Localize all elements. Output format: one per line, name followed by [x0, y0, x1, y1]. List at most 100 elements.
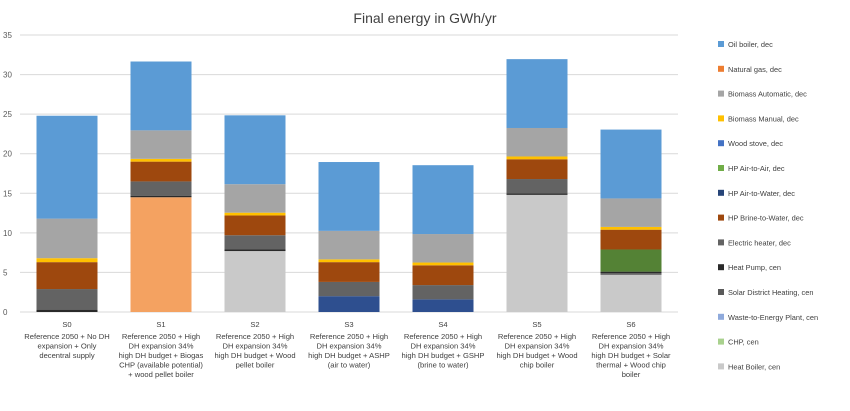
legend-label: Biomass Manual, dec	[728, 114, 799, 123]
category-label-line: Reference 2050 + High	[592, 332, 670, 341]
category-code: S1	[156, 320, 165, 329]
bar-segment	[600, 274, 662, 312]
category-label-line: DH expansion 34%	[222, 342, 287, 351]
bar-segment	[318, 296, 380, 312]
legend-item: Solar District Heating, cen	[718, 288, 813, 297]
bar-segment	[600, 249, 662, 272]
bar-segment	[130, 158, 192, 162]
category-label-line: high DH budget + ASHP	[308, 351, 390, 360]
legend-label: Heat Pump, cen	[728, 263, 781, 272]
bar-segment	[506, 193, 568, 195]
category-label-line: Reference 2050 + High	[404, 332, 482, 341]
bar-stack-s5	[506, 59, 568, 312]
bar-segment	[600, 129, 662, 199]
bar-stack-s1	[130, 61, 192, 312]
legend-item: HP Air-to-Air, dec	[718, 164, 785, 173]
bar-segment	[224, 212, 286, 216]
category-code: S2	[250, 320, 259, 329]
bar-segment	[36, 115, 98, 219]
legend-label: HP Brine-to-Water, dec	[728, 214, 804, 223]
y-tick-label: 0	[3, 308, 8, 317]
bar-segment	[506, 179, 568, 194]
y-tick-label: 15	[3, 189, 12, 198]
bar-segment	[506, 194, 568, 312]
bar-segment	[412, 165, 474, 235]
category-label-line: expansion + Only	[38, 342, 97, 351]
bar-segment	[412, 299, 474, 312]
category-label-line: Reference 2050 + High	[216, 332, 294, 341]
legend-swatch	[718, 338, 724, 345]
legend-label: HP Air-to-Air, dec	[728, 164, 785, 173]
legend-swatch	[718, 41, 724, 47]
bar-segment	[506, 156, 568, 160]
bar-segment	[36, 309, 98, 312]
bar-segment	[130, 130, 192, 159]
legend-label: Oil boiler, dec	[728, 40, 773, 49]
legend-item: CHP, cen	[718, 338, 759, 347]
legend-item: Waste-to-Energy Plant, cen	[718, 313, 818, 322]
legend-label: Natural gas, dec	[728, 65, 782, 74]
bar-segment	[36, 289, 98, 310]
legend-swatch	[718, 140, 724, 147]
bar-segment	[600, 273, 662, 275]
bar-segment	[130, 181, 192, 196]
legend-swatch	[718, 313, 724, 320]
bar-stack-s2	[224, 115, 286, 312]
legend-item: Natural gas, dec	[718, 65, 782, 74]
bar-segment	[600, 271, 662, 274]
bar-segment	[318, 230, 380, 260]
legend-item: HP Air-to-Water, dec	[718, 189, 795, 198]
bar-segment	[412, 262, 474, 266]
bar-stack-s3	[318, 162, 380, 312]
legend-swatch	[718, 165, 724, 171]
bar-segment	[224, 251, 286, 312]
category-label-line: Reference 2050 + High	[310, 332, 388, 341]
category-label-line: DH expansion 34%	[410, 342, 475, 351]
bar-segment	[36, 262, 98, 290]
legend-item: Heat Pump, cen	[718, 263, 781, 272]
legend-label: Biomass Automatic, dec	[728, 90, 807, 99]
category-code: S4	[438, 320, 447, 329]
bar-segment	[318, 259, 380, 263]
category-code: S6	[626, 320, 635, 329]
bar-segment	[318, 162, 380, 231]
bar-segment	[224, 184, 286, 213]
y-tick-label: 10	[3, 229, 12, 238]
chart-title: Final energy in GWh/yr	[353, 10, 496, 26]
y-tick-label: 30	[3, 71, 12, 80]
category-label-line: high DH budget + Wood	[214, 351, 295, 360]
bar-segment	[506, 59, 568, 128]
category-label-line: (air to water)	[328, 361, 371, 370]
bar-segment	[600, 198, 662, 227]
legend: Oil boiler, dec Natural gas, dec Biomass A…	[718, 40, 818, 371]
legend-label: CHP, cen	[728, 338, 759, 347]
bar-segment	[318, 281, 380, 297]
legend-swatch	[718, 115, 724, 122]
legend-item: Electric heater, dec	[718, 238, 791, 247]
legend-swatch	[718, 214, 724, 221]
legend-swatch	[718, 239, 724, 246]
legend-item: Wood stove, dec	[718, 139, 783, 148]
category-label-line: DH expansion 34%	[598, 342, 663, 351]
category-code: S0	[62, 320, 71, 329]
category-label-line: decentral supply	[39, 351, 95, 360]
bar-segment	[506, 159, 568, 180]
category-label-line: (brine to water)	[417, 361, 469, 370]
bar-segment	[224, 215, 286, 236]
category-label-line: + wood pellet boiler	[128, 370, 194, 379]
legend-item: Biomass Manual, dec	[718, 114, 799, 123]
category-label-line: Reference 2050 + High	[498, 332, 576, 341]
legend-label: Solar District Heating, cen	[728, 288, 813, 297]
category-label-line: high DH budget + Biogas	[119, 351, 204, 360]
category-label-line: Reference 2050 + High	[122, 332, 200, 341]
bar-stack-s6	[600, 129, 662, 312]
bar-segment	[412, 234, 474, 263]
y-axis: 0 5 10 15 20 25 30 35	[3, 31, 12, 317]
legend-item: HP Brine-to-Water, dec	[718, 214, 804, 223]
bar-segment	[600, 226, 662, 230]
legend-label: Waste-to-Energy Plant, cen	[728, 313, 818, 322]
legend-swatch	[718, 65, 724, 72]
bar-segment	[36, 218, 98, 259]
